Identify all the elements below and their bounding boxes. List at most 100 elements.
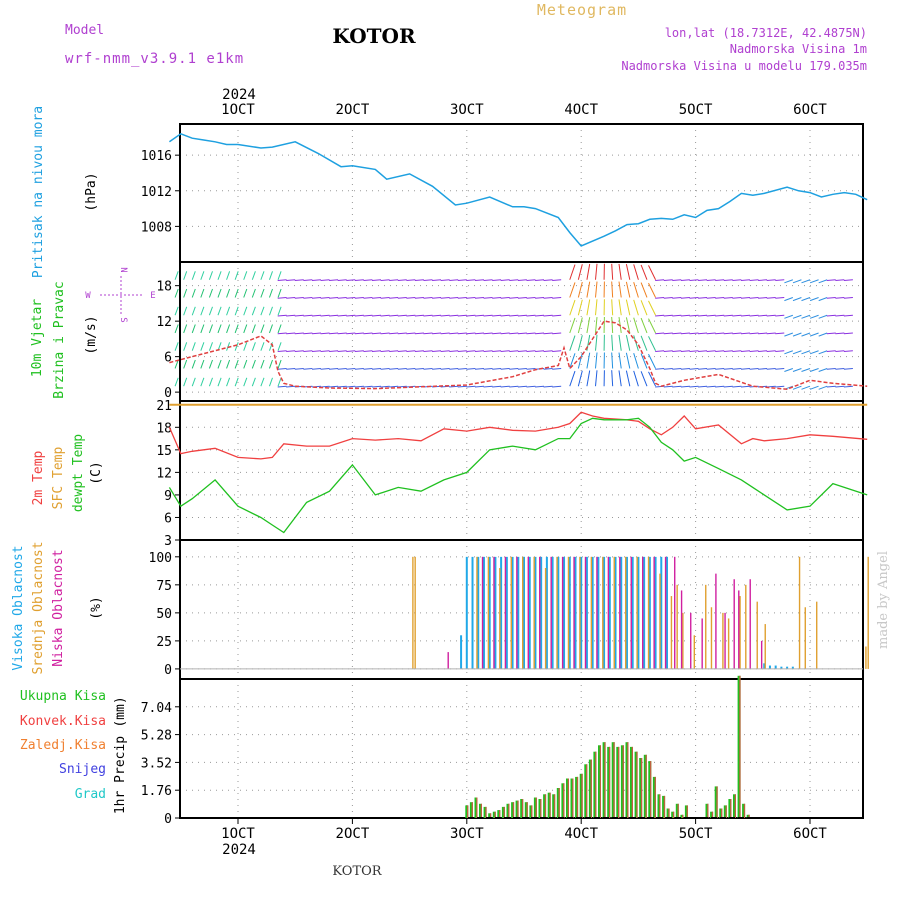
precip-legend-snow: Snijeg <box>59 762 106 777</box>
wind-barb <box>723 279 733 281</box>
wind-barb <box>474 385 485 388</box>
wind-barb <box>234 288 239 298</box>
wind-barb <box>371 314 382 317</box>
wind-barb <box>543 314 553 317</box>
wind-barb <box>826 332 836 335</box>
wind-barb <box>766 314 776 317</box>
wind-barb <box>217 324 222 334</box>
precip-conv-bar <box>748 814 750 818</box>
wind-barb <box>354 314 364 317</box>
wind-barb <box>337 332 347 335</box>
wind-barb <box>706 350 716 352</box>
model-elevation-label: Nadmorska Visina u modelu 179.035m <box>621 59 867 73</box>
wind-barb <box>389 279 399 281</box>
wind-barb <box>449 296 459 299</box>
wind-barb <box>611 299 614 316</box>
wind-barb <box>843 350 853 352</box>
wind-barb <box>432 296 442 299</box>
precip-conv-bar <box>622 745 624 818</box>
wind-barb <box>826 314 836 317</box>
wind-barb <box>792 350 802 355</box>
wind-barb <box>801 350 811 355</box>
precip-bar <box>556 788 560 818</box>
wind-barb <box>577 370 583 387</box>
wind-barb <box>354 367 364 370</box>
wind-barb <box>208 342 213 351</box>
precip-conv-bar <box>521 799 524 818</box>
wind-barb <box>526 332 536 335</box>
precip-bar <box>648 761 652 818</box>
wind-barb <box>809 279 819 284</box>
wind-barb <box>466 350 476 352</box>
wind-barb <box>809 332 819 337</box>
wind-barb <box>618 352 622 369</box>
xtick-bottom: 4OCT <box>564 826 598 842</box>
panels-group: 1016101210081812602118151296310075502507… <box>141 102 869 842</box>
pressure-unit: (hPa) <box>84 172 99 211</box>
wind-barb <box>689 367 699 370</box>
wind-barb <box>208 288 213 298</box>
wind-barb <box>680 367 690 370</box>
wind-barb <box>354 350 364 352</box>
wind-barb <box>337 279 347 281</box>
precip-conv-bar <box>627 742 629 818</box>
wind-barb <box>648 300 657 316</box>
wind-barb <box>680 279 690 281</box>
wind-barb <box>648 371 657 387</box>
wind-barb <box>500 296 510 299</box>
wind-barb <box>801 385 811 390</box>
wind-barb <box>320 350 330 352</box>
wind-barb <box>466 367 476 370</box>
precip-conv-bar <box>558 788 560 818</box>
wind-barb <box>680 332 690 335</box>
ytick-label: 1008 <box>141 220 172 235</box>
wind-barb <box>835 385 845 388</box>
wind-barb <box>595 370 598 387</box>
wind-barb <box>260 306 265 316</box>
precip-conv-bar <box>734 794 736 818</box>
wind-barb <box>260 377 265 387</box>
wind-barb <box>191 271 196 280</box>
xtick-bottom: 3OCT <box>450 826 484 842</box>
wind-barb <box>440 350 450 352</box>
wind-barb <box>723 350 733 352</box>
wind-barb <box>732 296 742 299</box>
precip-conv-bar <box>618 746 620 818</box>
precip-conv-bar <box>517 800 519 818</box>
xtick-top: 3OCT <box>450 102 484 118</box>
wind-barb <box>320 296 330 299</box>
ytick-label: 0 <box>164 812 172 827</box>
wind-barb <box>423 296 433 299</box>
wind-barb <box>191 342 196 351</box>
wind-barb <box>843 279 853 281</box>
precip-conv-bar <box>572 778 574 818</box>
wind-barb <box>483 350 493 352</box>
wind-barb <box>577 299 583 316</box>
precip-conv-bar <box>730 799 732 818</box>
precip-conv-bar <box>739 675 741 818</box>
wind-barb <box>208 271 213 280</box>
ytick-label: 100 <box>149 551 172 566</box>
wind-barb <box>277 279 287 281</box>
wind-barb <box>329 367 339 370</box>
wind-barb <box>672 279 682 281</box>
footer-station: KOTOR <box>332 864 382 879</box>
wind-unit: (m/s) <box>84 315 99 354</box>
wind-barb <box>286 332 296 335</box>
precip-conv-bar <box>471 802 473 818</box>
precip-conv-bar <box>716 786 718 818</box>
wind-barb <box>723 332 733 335</box>
precip-conv-bar <box>480 803 482 818</box>
wind-barb <box>311 350 321 352</box>
wind-barb <box>457 296 467 299</box>
wind-barb <box>633 264 639 280</box>
wind-barb <box>397 279 407 281</box>
wind-barb <box>818 350 828 355</box>
wind-barb <box>414 332 424 335</box>
wind-ylabel: 10m Vjetar <box>30 299 45 377</box>
wind-barb <box>640 264 648 280</box>
wind-barb <box>234 271 239 280</box>
precip-conv-bar <box>631 746 633 818</box>
wind-barb <box>749 332 759 335</box>
wind-barb <box>260 324 265 334</box>
